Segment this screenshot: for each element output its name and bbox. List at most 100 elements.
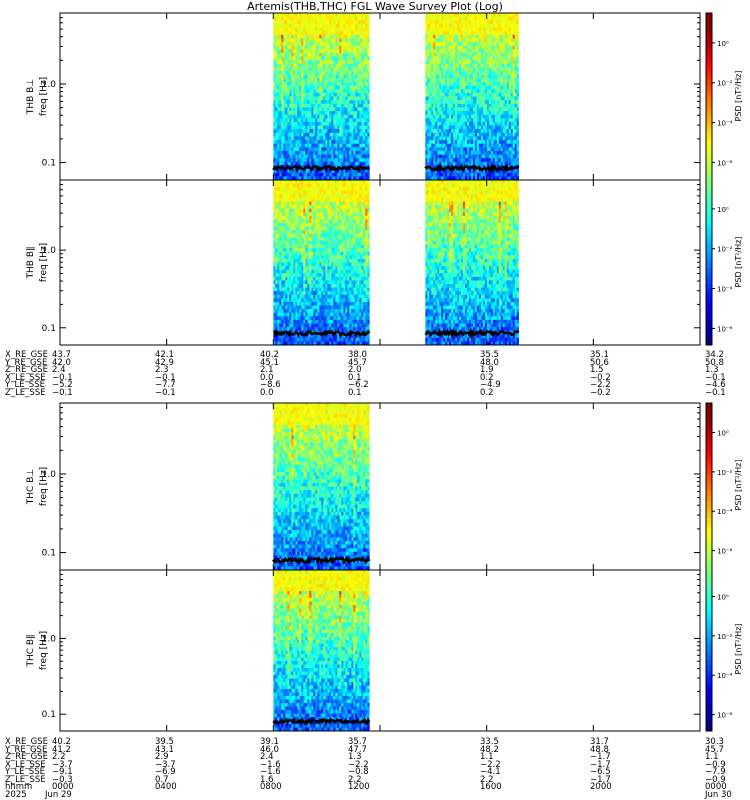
spectrogram-panel-2: 1.0 0.1 THB B∥ freq [Hz] (26, 179, 701, 346)
ephemeris-value: 33.5 (480, 737, 499, 747)
y-axis-probe-label: THC B∥ (26, 634, 36, 667)
ephemeris-value: 0.7 (155, 774, 169, 785)
ephemeris-value: −1.6 (260, 767, 281, 777)
spectrogram-panel-4: 1.0 0.1 THC B∥ freq [Hz] (26, 569, 701, 732)
ephemeris-label: X_RE_GSE (5, 350, 48, 360)
colorbar-tick-label: 10⁻⁶ (717, 159, 733, 167)
ephemeris-value: 1.6 (260, 774, 274, 785)
ephemeris-value: −4.1 (480, 767, 501, 777)
y-tick-label: 1.0 (42, 470, 57, 480)
ephemeris-value: 2.0 (348, 365, 362, 375)
ephemeris-value: −4.9 (480, 380, 501, 390)
time-tick-label: 2000 (590, 782, 612, 792)
colorbar-tick-label: 10⁻⁶ (717, 325, 733, 333)
panel-frame (59, 569, 701, 732)
y-axis-unit-label: freq [Hz] (39, 467, 49, 506)
colorbar-tick-label: 10⁻⁴ (717, 286, 733, 294)
ephemeris-value: −6.9 (155, 767, 176, 777)
ephemeris-value: 39.5 (155, 737, 174, 747)
start-date-label: Jun 29 (45, 789, 72, 800)
mean-frequency-line-2 (424, 162, 520, 175)
ephemeris-value: 2.2 (480, 774, 494, 785)
ephemeris-value: 2.1 (260, 365, 274, 375)
ephemeris-value: 35.7 (348, 737, 367, 747)
ephemeris-value: 43.1 (155, 744, 174, 755)
ephemeris-label: X_LE_SSE (5, 372, 46, 383)
mean-frequency-line-1 (273, 328, 371, 339)
colorbar-label: PSD [nT²/Hz] (734, 624, 743, 675)
ephemeris-value: 42.9 (155, 357, 174, 368)
time-tick-label: 1200 (348, 782, 370, 792)
ephemeris-value: −1.6 (260, 759, 281, 770)
colorbar-tick-label: 10⁻² (717, 246, 733, 254)
ephemeris-value: 40.2 (52, 737, 71, 747)
ephemeris-value: −2.2 (480, 759, 501, 770)
ephemeris-value: 39.1 (260, 737, 279, 747)
ephemeris-value: 0.1 (348, 387, 362, 398)
time-axis-label: hhmm (5, 782, 33, 792)
mean-frequency-line-1 (272, 555, 371, 566)
ephemeris-value: 43.7 (52, 350, 71, 360)
ephemeris-value: −6.5 (590, 767, 611, 777)
colorbar-tick-label: 10⁻⁶ (717, 548, 733, 556)
ephemeris-value: −0.1 (705, 372, 726, 383)
ephemeris-value: 1.3 (348, 752, 362, 762)
colorbar-tick-label: 10⁻² (717, 80, 733, 88)
y-axis-probe-label: THB B⊥ (26, 79, 36, 115)
mean-frequency-line-1 (272, 163, 371, 174)
colorbar-frame (705, 12, 713, 346)
ephemeris-value: −8.6 (260, 380, 281, 390)
ephemeris-value: 48.8 (590, 744, 609, 755)
colorbar-tick-label: 10⁰ (717, 40, 729, 48)
ephemeris-value: −9.1 (52, 767, 73, 777)
ephemeris-value: 0.0 (260, 387, 274, 398)
y-axis-unit-label: freq [Hz] (39, 243, 49, 282)
ephemeris-value: 1.5 (590, 365, 604, 375)
ephemeris-value: −0.2 (590, 387, 611, 398)
y-axis-probe-label: THB B∥ (26, 247, 36, 280)
ephemeris-value: −7.9 (705, 767, 726, 777)
ephemeris-value: −0.1 (705, 387, 726, 398)
ephemeris-value: 2.3 (155, 365, 169, 375)
ephemeris-value: −0.1 (155, 387, 176, 398)
time-tick-label: 0800 (260, 782, 282, 792)
ephemeris-value: 2.2 (52, 752, 66, 762)
ephemeris-value: −3.7 (155, 759, 176, 770)
colorbar-1: 10⁰ 10⁻² 10⁻⁴ 10⁻⁶ PSD [nT²/Hz] 10⁰ 10⁻² 10⁻⁴ 10… (705, 12, 743, 346)
ephemeris-label: Z_RE_GSE (5, 752, 48, 762)
y-axis-probe-label: THC B⊥ (26, 469, 36, 506)
colorbar-tick-label: 10⁻⁴ (717, 672, 733, 680)
ephemeris-value: 42.1 (155, 350, 174, 360)
colorbar-tick-label: 10⁻² (717, 469, 733, 477)
ephemeris-value: −5.2 (52, 380, 73, 390)
y-axis-unit-label: freq [Hz] (39, 77, 49, 116)
ephemeris-value: 46.0 (260, 744, 279, 755)
colorbar-tick-label: 10⁻⁶ (717, 712, 733, 720)
ephemeris-label: Z_RE_GSE (5, 365, 48, 375)
ephemeris-value: 1.1 (705, 752, 719, 762)
ephemeris-label: X_LE_SSE (5, 759, 46, 770)
colorbar-frame (705, 402, 713, 732)
panel-frame (59, 12, 701, 181)
spectrogram-panel-1: 1.0 0.1 THB B⊥ freq [Hz] (26, 12, 701, 181)
spectrogram-data-block-1 (273, 180, 371, 346)
y-tick-label: 0.1 (42, 549, 56, 559)
spectrogram-data-block-1 (272, 13, 371, 181)
time-tick-label: 0000 (52, 782, 74, 792)
ephemeris-value: 50.6 (590, 357, 609, 368)
ephemeris-label: Y_RE_GSE (5, 744, 48, 755)
time-tick-label: 0400 (155, 782, 177, 792)
ephemeris-value: 0.0 (260, 372, 274, 383)
end-date-label: Jun 30 (705, 789, 732, 800)
y-tick-label: 0.1 (42, 324, 56, 334)
colorbar-tick-label: 10⁻² (717, 633, 733, 641)
ephemeris-label: Y_RE_GSE (5, 357, 48, 368)
ephemeris-value: −6.2 (348, 380, 369, 390)
ephemeris-value: 47.7 (348, 744, 367, 755)
ephemeris-value: −2.2 (590, 380, 611, 390)
ephemeris-value: 35.5 (480, 350, 499, 360)
ephemeris-value: 30.3 (705, 737, 724, 747)
ephemeris-value: 45.1 (260, 357, 279, 368)
